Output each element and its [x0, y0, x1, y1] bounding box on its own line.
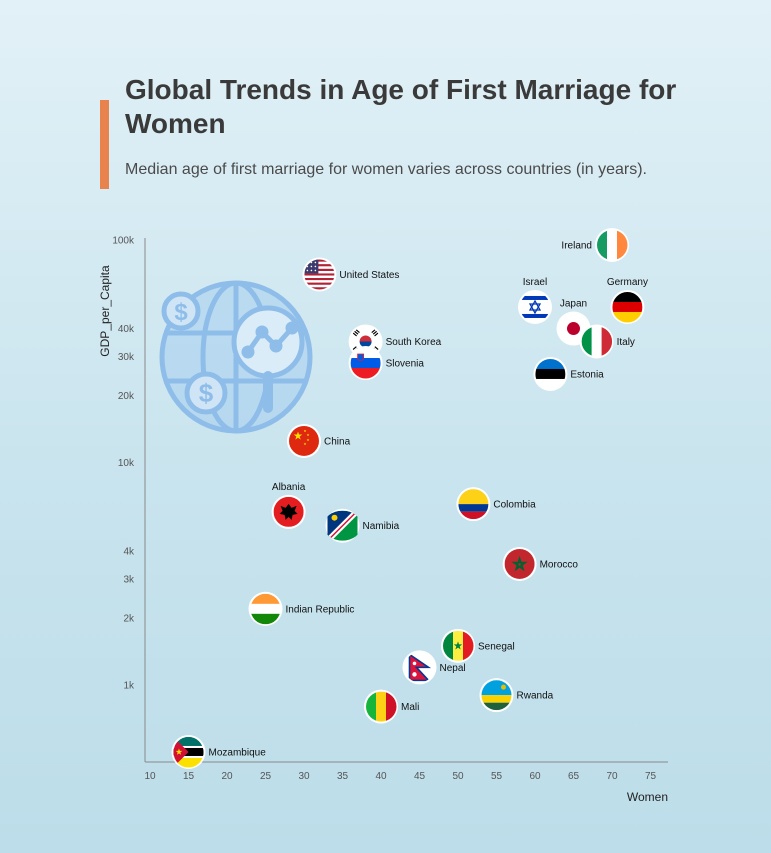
- y-tick-labels: 1k 2k 3k 4k 10k 20k 30k 40k 100k: [112, 236, 135, 692]
- namibia-flag-icon: [323, 510, 362, 541]
- y-tick-label: 30k: [118, 352, 135, 363]
- y-tick-label: 100k: [112, 236, 135, 247]
- china-flag-icon: [289, 425, 319, 456]
- point-label: South Korea: [386, 337, 442, 348]
- y-tick-label: 10k: [118, 458, 135, 469]
- x-tick-label: 60: [529, 771, 541, 782]
- point-label: Mozambique: [209, 747, 267, 758]
- point-label: Estonia: [570, 369, 604, 380]
- point-label: Ireland: [561, 240, 592, 251]
- title-accent-bar: [100, 100, 109, 189]
- x-tick-label: 35: [337, 771, 349, 782]
- point-label: Senegal: [478, 641, 515, 652]
- italy-flag-icon: [581, 326, 613, 357]
- data-point-mozambique: Mozambique: [171, 734, 267, 769]
- y-tick-label: 40k: [118, 324, 135, 335]
- data-point-senegal: Senegal: [441, 628, 515, 663]
- global-finance-icon: $ $: [159, 280, 313, 434]
- y-axis-label: GDP_per_Capita: [98, 265, 112, 357]
- x-tick-label: 30: [298, 771, 310, 782]
- x-tick-label: 45: [414, 771, 426, 782]
- svg-text:$: $: [174, 299, 188, 326]
- y-tick-label: 2k: [123, 614, 135, 625]
- x-tick-label: 50: [452, 771, 464, 782]
- albania-flag-icon: [273, 496, 304, 527]
- japan-flag-icon: [558, 313, 589, 344]
- mozambique-flag-icon: [173, 736, 204, 768]
- point-label: Namibia: [363, 521, 400, 532]
- israel-flag-icon: [520, 291, 550, 322]
- ireland-flag-icon: [597, 229, 628, 260]
- data-point-albania: Albania: [271, 482, 306, 529]
- data-point-china: China: [287, 423, 351, 458]
- point-label: Albania: [272, 482, 306, 493]
- senegal-flag-icon: [443, 630, 474, 661]
- x-tick-label: 55: [491, 771, 503, 782]
- data-point-germany: Germany: [607, 277, 648, 324]
- estonia-flag-icon: [535, 358, 566, 390]
- point-label: Germany: [607, 277, 648, 288]
- point-label: Slovenia: [386, 359, 425, 370]
- data-point-morocco: Morocco: [502, 546, 579, 581]
- data-point-nepal: Nepal: [402, 650, 466, 685]
- point-label: China: [324, 436, 351, 447]
- point-label: Japan: [560, 299, 587, 310]
- point-label: Mali: [401, 702, 419, 713]
- morocco-flag-icon: [504, 548, 535, 579]
- data-point-namibia: Namibia: [323, 508, 400, 543]
- page-title: Global Trends in Age of First Marriage f…: [125, 74, 677, 139]
- india-flag-icon: [250, 593, 281, 625]
- data-point-mali: Mali: [364, 689, 419, 724]
- data-point-colombia: Colombia: [456, 487, 536, 522]
- data-point-italy: Italy: [579, 324, 635, 359]
- colombia-flag-icon: [458, 489, 489, 520]
- x-tick-label: 15: [183, 771, 195, 782]
- x-tick-label: 10: [144, 771, 156, 782]
- point-label: Israel: [523, 277, 547, 288]
- y-tick-label: 3k: [123, 574, 135, 585]
- point-label: Morocco: [540, 559, 579, 570]
- slovenia-flag-icon: [350, 348, 381, 379]
- x-tick-label: 75: [645, 771, 657, 782]
- usa-flag-icon: [304, 259, 335, 290]
- point-label: Rwanda: [517, 691, 554, 702]
- data-point-ireland: Ireland: [561, 227, 629, 262]
- x-tick-labels: 10 15 20 25 30 35 40 45 50 55 60 65 70 75: [144, 771, 656, 782]
- mali-flag-icon: [366, 691, 397, 722]
- point-label: Italy: [617, 337, 635, 348]
- rwanda-flag-icon: [481, 680, 512, 711]
- data-point-united-states: United States: [302, 257, 399, 292]
- y-tick-label: 20k: [118, 391, 135, 402]
- data-point-rwanda: Rwanda: [479, 678, 554, 713]
- x-tick-label: 65: [568, 771, 580, 782]
- y-tick-label: 1k: [123, 681, 135, 692]
- point-label: Indian Republic: [286, 604, 355, 615]
- data-point-estonia: Estonia: [533, 356, 604, 391]
- point-label: United States: [339, 270, 399, 281]
- point-label: Nepal: [440, 663, 466, 674]
- x-tick-label: 20: [221, 771, 233, 782]
- data-point-indian-republic: Indian Republic: [248, 591, 355, 626]
- y-tick-label: 4k: [123, 547, 135, 558]
- x-tick-label: 40: [375, 771, 387, 782]
- x-axis-label: Women: [627, 790, 668, 804]
- data-points: Ireland United States Israel Germany Japan It…: [171, 227, 648, 769]
- point-label: Colombia: [493, 500, 536, 511]
- svg-text:$: $: [199, 378, 214, 408]
- data-point-slovenia: Slovenia: [348, 346, 425, 381]
- nepal-flag-icon: [404, 652, 435, 683]
- x-tick-label: 70: [606, 771, 618, 782]
- data-point-israel: Israel: [518, 277, 552, 324]
- page-subtitle: Median age of first marriage for women v…: [125, 161, 647, 178]
- x-tick-label: 25: [260, 771, 272, 782]
- germany-flag-icon: [612, 291, 643, 323]
